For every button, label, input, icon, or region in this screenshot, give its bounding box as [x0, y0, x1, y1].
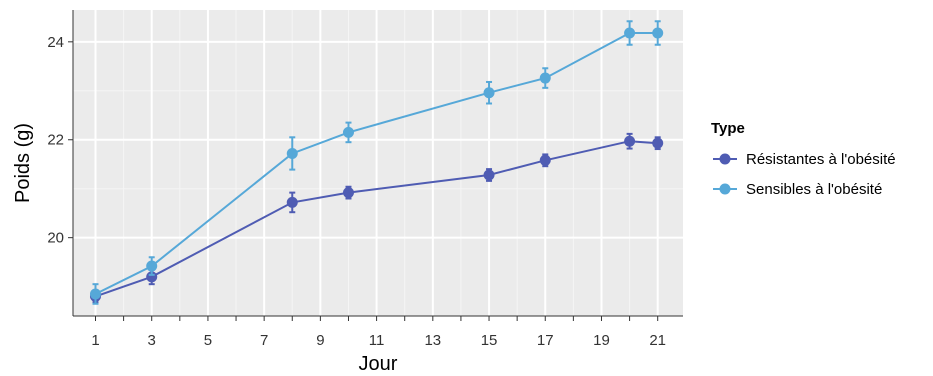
data-point	[652, 27, 664, 39]
x-axis-title: Jour	[359, 353, 398, 375]
x-tick-label: 17	[537, 332, 554, 349]
data-point	[483, 87, 495, 99]
data-point	[342, 187, 354, 199]
series-line	[95, 32, 658, 295]
x-tick-label: 13	[424, 332, 441, 349]
legend-label: Résistantes à l'obésité	[746, 151, 896, 168]
x-tick-label: 9	[316, 332, 324, 349]
data-point	[286, 147, 298, 159]
legend-marker	[719, 153, 731, 165]
data-point	[624, 27, 636, 39]
series-2	[89, 20, 664, 305]
y-tick-label: 24	[47, 34, 64, 51]
data-point	[146, 260, 158, 272]
x-tick-label: 3	[148, 332, 156, 349]
legend-marker	[719, 183, 731, 195]
data-point	[89, 288, 101, 300]
data-point	[539, 154, 551, 166]
legend-title: Type	[711, 120, 745, 137]
legend-item: Sensibles à l'obésité	[713, 181, 882, 198]
x-tick-label: 15	[481, 332, 498, 349]
data-point	[286, 196, 298, 208]
y-axis-title: Poids (g)	[12, 123, 34, 203]
legend-item: Résistantes à l'obésité	[713, 151, 896, 168]
x-tick-label: 21	[649, 332, 666, 349]
y-tick-label: 22	[47, 132, 64, 149]
data-point	[483, 169, 495, 181]
legend-label: Sensibles à l'obésité	[746, 181, 882, 198]
x-tick-label: 5	[204, 332, 212, 349]
data-point	[342, 126, 354, 138]
legend: Type Résistantes à l'obésité Sensibles à …	[711, 120, 896, 198]
data-point	[624, 135, 636, 147]
y-tick-label: 20	[47, 230, 64, 247]
x-tick-label: 1	[91, 332, 99, 349]
data-point	[539, 72, 551, 84]
x-tick-label: 19	[593, 332, 610, 349]
series-line	[95, 140, 658, 298]
data-point	[652, 137, 664, 149]
x-tick-label: 11	[369, 332, 385, 349]
x-tick-label: 7	[260, 332, 268, 349]
